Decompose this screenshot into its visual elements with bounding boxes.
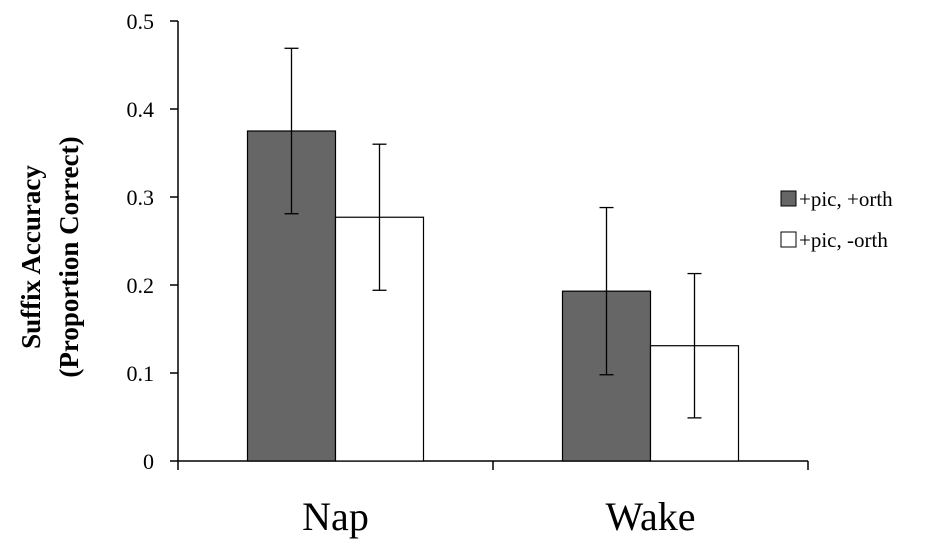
y-axis-title-group: Suffix Accuracy (Proportion Correct) xyxy=(16,136,84,377)
ticks-group: 0 0.1 0.2 0.3 0.4 0.5 Nap Wake xyxy=(127,9,809,539)
y-tick-label: 0.3 xyxy=(127,185,155,210)
y-axis-title-line: Suffix Accuracy xyxy=(16,165,46,349)
y-tick-label: 0.1 xyxy=(127,361,155,386)
legend-swatch xyxy=(780,190,797,207)
y-tick-label: 0.5 xyxy=(127,9,155,34)
legend-label: +pic, -orth xyxy=(799,228,888,252)
legend-swatch xyxy=(780,231,797,248)
y-tick-label: 0.4 xyxy=(127,97,155,122)
y-tick-label: 0.2 xyxy=(127,273,155,298)
bars-group xyxy=(246,130,740,462)
legend-label: +pic, +orth xyxy=(799,187,893,211)
legend: +pic, +orth +pic, -orth xyxy=(780,187,893,252)
y-axis-title-line: (Proportion Correct) xyxy=(54,136,84,377)
error-bars-group xyxy=(284,47,702,419)
x-category-label: Nap xyxy=(302,494,369,539)
x-category-label: Wake xyxy=(605,494,695,539)
y-tick-label: 0 xyxy=(143,449,154,474)
